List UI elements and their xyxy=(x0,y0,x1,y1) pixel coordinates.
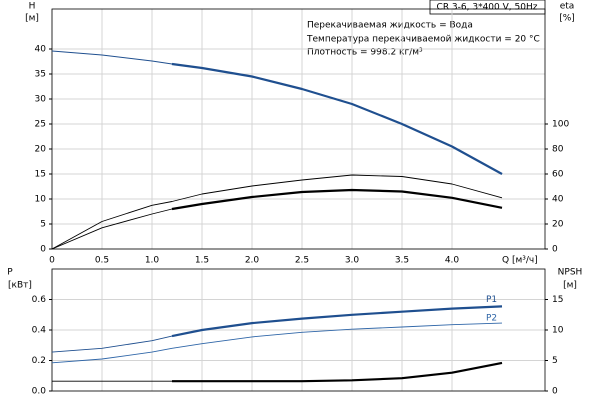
y-axis-unit: [кВт] xyxy=(8,281,32,291)
x-tick-label: 3.0 xyxy=(345,256,360,266)
y2-tick-label: 100 xyxy=(552,120,569,130)
x-tick-label: 3.5 xyxy=(395,256,409,266)
annotation: Плотность = 998.2 кг/м³ xyxy=(307,48,423,58)
x-tick-label: 0.5 xyxy=(95,256,109,266)
y2-tick-label: 0 xyxy=(552,245,558,255)
x-tick-label: 1.5 xyxy=(195,256,209,266)
y-tick-label: 25 xyxy=(35,120,46,130)
annotation: Температура перекачиваемой жидкости = 20… xyxy=(306,35,540,45)
y2-tick-label: 10 xyxy=(552,326,564,336)
y2-axis-label: NPSH xyxy=(558,268,583,278)
y2-tick-label: 5 xyxy=(552,356,558,366)
y-tick-label: 40 xyxy=(35,45,47,55)
y2-tick-label: 0 xyxy=(552,387,558,397)
y2-tick-label: 60 xyxy=(552,170,564,180)
y-tick-label: 0.4 xyxy=(32,326,47,336)
y2-axis-unit: [м] xyxy=(563,281,577,291)
y-tick-label: 30 xyxy=(35,95,47,105)
y2-tick-label: 80 xyxy=(552,145,564,155)
curve xyxy=(51,174,503,250)
curve xyxy=(51,305,503,353)
curve xyxy=(51,50,503,175)
x-axis-label: Q [м³/ч] xyxy=(502,256,538,266)
plot-frame xyxy=(51,8,546,250)
annotation: Перекачиваемая жидкость = Вода xyxy=(307,21,473,31)
x-tick-label: 4.0 xyxy=(445,256,460,266)
curve-duty xyxy=(171,305,503,338)
y-axis-label: P xyxy=(7,268,13,278)
y-tick-label: 5 xyxy=(40,220,46,230)
curve-duty xyxy=(172,361,503,383)
curve-label: P1 xyxy=(486,295,497,305)
y-tick-label: 0.2 xyxy=(32,356,46,366)
curve-duty xyxy=(171,62,503,175)
y-tick-label: 0 xyxy=(40,245,46,255)
y2-tick-label: 40 xyxy=(552,195,564,205)
x-tick-label: 2.0 xyxy=(245,256,260,266)
y2-axis-label: eta xyxy=(560,2,575,12)
curve-label: P2 xyxy=(486,314,497,324)
curve xyxy=(52,362,503,382)
y-tick-label: 0.6 xyxy=(32,295,47,305)
x-tick-label: 2.5 xyxy=(295,256,309,266)
y-tick-label: 20 xyxy=(35,145,47,155)
y2-tick-label: 20 xyxy=(552,220,564,230)
y-tick-label: 0.0 xyxy=(32,387,47,397)
y-tick-label: 35 xyxy=(35,70,46,80)
curve xyxy=(51,322,503,364)
curve-duty xyxy=(171,188,503,211)
y2-axis-unit: [%] xyxy=(559,14,575,24)
y-axis-label: H xyxy=(29,2,36,12)
x-tick-label: 0 xyxy=(49,256,55,266)
subtitle-box xyxy=(429,0,546,15)
y2-tick-label: 15 xyxy=(552,295,563,305)
y-axis-unit: [м] xyxy=(25,14,39,24)
y-tick-label: 15 xyxy=(35,170,46,180)
x-tick-label: 1.0 xyxy=(145,256,160,266)
y-tick-label: 10 xyxy=(35,195,47,205)
subtitle: CR 3-6, 3*400 V, 50Hz xyxy=(437,3,538,13)
